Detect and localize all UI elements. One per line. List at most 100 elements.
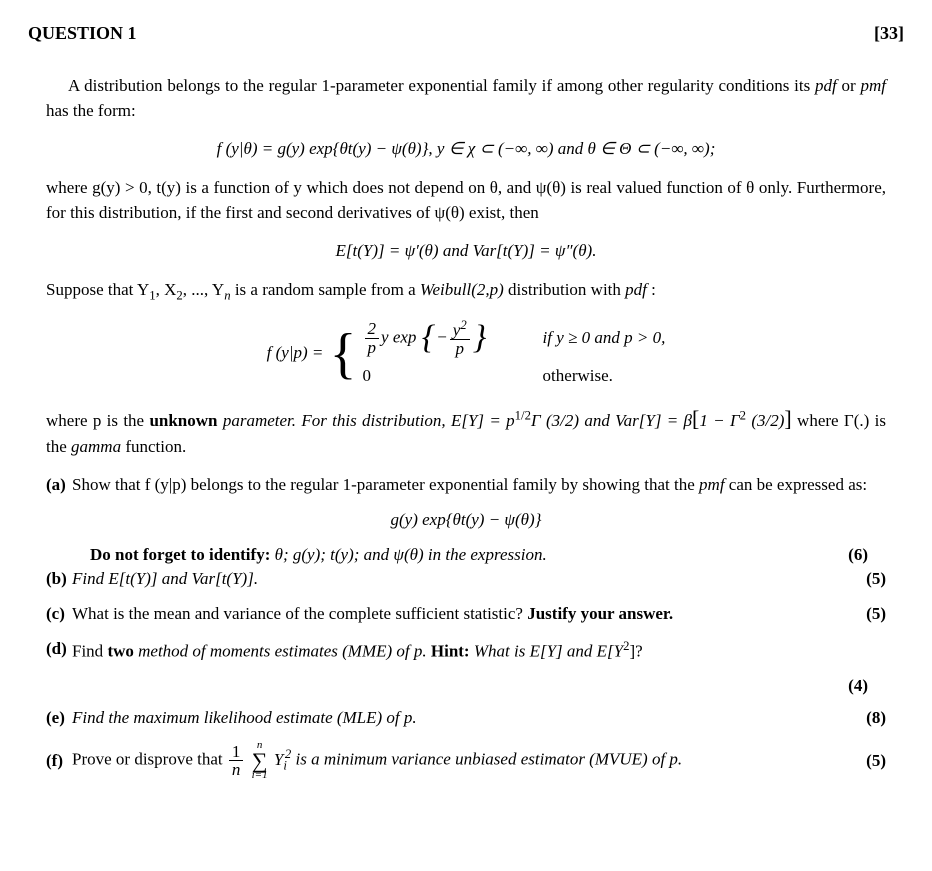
intro-paragraph-1: A distribution belongs to the regular 1-…: [46, 74, 886, 123]
frac-num-y2: y2: [450, 319, 470, 341]
intro2-text: where g(y) > 0, t(y) is a function of y …: [46, 178, 886, 222]
yexp: y exp: [381, 327, 416, 346]
piecewise-container: { 2 p y exp {− y2 p } if y ≥ 0 and p > 0…: [328, 319, 666, 389]
where-gamma: gamma: [71, 437, 121, 456]
question-header: QUESTION 1 [33]: [28, 20, 904, 46]
where-a: where p is the: [46, 411, 149, 430]
suppose-paragraph: Suppose that Y1, X2, ..., Yn is a random…: [46, 278, 886, 305]
qa-label: (a): [46, 473, 72, 498]
where-b: parameter. For this distribution, E[Y] =…: [218, 411, 515, 430]
qf-body: Prove or disprove that 1 n n ∑ i=1 Yi2 i…: [72, 741, 840, 781]
qe-marks: (8): [852, 706, 886, 731]
where-e: (3/2): [746, 411, 784, 430]
qf-label: (f): [46, 749, 72, 774]
qd-text-b: method of moments estimates (MME) of p.: [134, 641, 431, 660]
qa-marks: (6): [834, 543, 868, 568]
piece-cond-1: if y ≥ 0 and p > 0,: [543, 326, 666, 351]
suppose-d: is a random sample from a: [231, 280, 420, 299]
qa-identify-text: Do not forget to identify: θ; g(y); t(y)…: [90, 543, 822, 568]
equation-moments: E[t(Y)] = ψ′(θ) and Var[t(Y)] = ψ″(θ).: [28, 239, 904, 264]
where-g: function.: [121, 437, 186, 456]
equation-weibull-pdf: f (y|p) = { 2 p y exp {− y2 p } if y ≥ 0…: [28, 319, 904, 389]
qa-donot: Do not forget to identify:: [90, 545, 270, 564]
sigma-icon: ∑: [252, 751, 268, 771]
qa-eq-text: g(y) exp{θt(y) − ψ(θ)}: [391, 510, 542, 529]
piecewise-lhs: f (y|p) =: [267, 343, 328, 362]
piece-cond-2: otherwise.: [543, 364, 613, 389]
pdf-text: pdf: [815, 76, 837, 95]
where-paragraph: where p is the unknown parameter. For th…: [46, 403, 886, 460]
qe-body: Find the maximum likelihood estimate (ML…: [72, 706, 840, 731]
suppose-e: distribution with: [504, 280, 625, 299]
frac-den-p2: p: [452, 340, 467, 358]
qb-body: Find E[t(Y)] and Var[t(Y)].: [72, 567, 840, 592]
piece-expr-1: 2 p y exp {− y2 p }: [363, 319, 543, 358]
qc-marks: (5): [852, 602, 886, 627]
piece-expr-2: 0: [363, 364, 543, 389]
lbrace-icon: {: [422, 328, 436, 348]
pmf-text: pmf: [860, 76, 886, 95]
rbrace-icon: }: [473, 328, 487, 348]
qc-label: (c): [46, 602, 72, 627]
intro-or: or: [837, 76, 861, 95]
qd-marks: (4): [834, 674, 868, 699]
qc-text-b: Justify your answer.: [527, 604, 673, 623]
qb-marks: (5): [852, 567, 886, 592]
qa-identify: θ; g(y); t(y); and ψ(θ) in the expressio…: [270, 545, 546, 564]
eq2-text: E[t(Y)] = ψ′(θ) and Var[t(Y)] = ψ″(θ).: [336, 241, 597, 260]
eq1-text: f (y|θ) = g(y) exp{θt(y) − ψ(θ)}, y ∈ χ …: [217, 139, 716, 158]
qf-text-a: Prove or disprove that: [72, 750, 227, 769]
suppose-pdf: pdf: [625, 280, 647, 299]
frac-2p: 2 p: [365, 320, 380, 357]
left-brace-icon: {: [330, 326, 357, 382]
question-a: (a) Show that f (y|p) belongs to the reg…: [46, 473, 886, 498]
qd-hint: Hint:: [431, 641, 470, 660]
suppose-f: :: [647, 280, 656, 299]
yi-text: Y: [274, 750, 283, 769]
qe-label: (e): [46, 706, 72, 731]
where-c: Γ (3/2) and Var[Y] = β: [531, 411, 692, 430]
qd-body: Find two method of moments estimates (MM…: [72, 637, 886, 664]
qf-yi: Yi2: [274, 750, 291, 769]
sum-icon: n ∑ i=1: [252, 741, 268, 781]
qd-text-c: What is E[Y] and E[Y: [470, 641, 624, 660]
qd-marks-row: (4): [64, 674, 868, 699]
question-title: QUESTION 1: [28, 20, 137, 46]
question-e: (e) Find the maximum likelihood estimate…: [46, 706, 886, 731]
piece-row-1: 2 p y exp {− y2 p } if y ≥ 0 and p > 0,: [363, 319, 666, 358]
qf-text-b: is a minimum variance unbiased estimator…: [291, 750, 682, 769]
suppose-dist: Weibull(2,p): [420, 280, 504, 299]
qc-body: What is the mean and variance of the com…: [72, 602, 840, 627]
equation-exponential-family: f (y|θ) = g(y) exp{θt(y) − ψ(θ)}, y ∈ χ …: [28, 137, 904, 162]
question-c: (c) What is the mean and variance of the…: [46, 602, 886, 627]
qa-body: Show that f (y|p) belongs to the regular…: [72, 473, 886, 498]
qa-equation: g(y) exp{θt(y) − ψ(θ)}: [46, 508, 886, 533]
frac-num-2: 2: [365, 320, 380, 339]
where-unknown: unknown: [149, 411, 217, 430]
where-d: 1 − Γ: [699, 411, 739, 430]
question-b: (b) Find E[t(Y)] and Var[t(Y)]. (5): [46, 567, 886, 592]
question-f: (f) Prove or disprove that 1 n n ∑ i=1 Y…: [46, 741, 886, 781]
qc-text-a: What is the mean and variance of the com…: [72, 604, 527, 623]
frac-1: 1: [229, 743, 244, 762]
qd-two: two: [107, 641, 133, 660]
qa-text1: Show that f (y|p) belongs to the regular…: [72, 475, 699, 494]
question-list: (a) Show that f (y|p) belongs to the reg…: [46, 473, 886, 780]
intro-paragraph-2: where g(y) > 0, t(y) is a function of y …: [46, 176, 886, 225]
qa-text2: can be expressed as:: [725, 475, 868, 494]
qa-identify-row: Do not forget to identify: θ; g(y); t(y)…: [90, 543, 868, 568]
question-d: (d) Find two method of moments estimates…: [46, 637, 886, 664]
piece-row-2: 0 otherwise.: [363, 364, 666, 389]
intro-end: has the form:: [46, 101, 136, 120]
frac-1n: 1 n: [229, 743, 244, 780]
suppose-b: , X: [156, 280, 177, 299]
suppose-c: , ..., Y: [183, 280, 224, 299]
cond1-text: if y ≥ 0 and p > 0,: [543, 328, 666, 347]
question-total-marks: [33]: [874, 20, 904, 46]
qf-marks: (5): [852, 749, 886, 774]
frac-y2p: y2 p: [450, 319, 470, 358]
qd-text-d: ]?: [629, 641, 642, 660]
qd-label: (d): [46, 637, 72, 662]
frac-n: n: [229, 761, 244, 779]
intro-text: A distribution belongs to the regular 1-…: [68, 76, 815, 95]
